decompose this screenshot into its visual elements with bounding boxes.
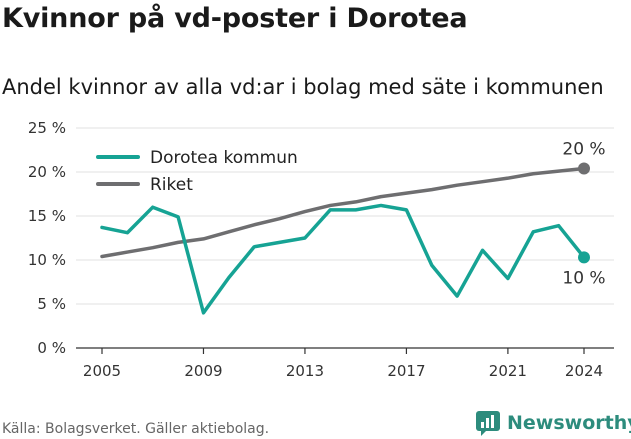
end-label-riket: 20 %: [562, 139, 605, 159]
y-tick-label: 10 %: [28, 251, 66, 269]
chart-subtitle: Andel kvinnor av alla vd:ar i bolag med …: [2, 75, 604, 99]
x-axis: 2005 2009 2013 2017 2021 2024: [83, 348, 603, 380]
y-axis: 0 % 5 % 10 % 15 % 20 % 25 %: [28, 119, 66, 357]
x-tick-label: 2017: [387, 362, 425, 380]
source-note: Källa: Bolagsverket. Gäller aktiebolag.: [2, 421, 270, 437]
series-line-riket: [100, 166, 586, 259]
legend-label-dorotea: Dorotea kommun: [150, 148, 298, 168]
x-tick-label: 2009: [184, 362, 222, 380]
y-tick-label: 25 %: [28, 119, 66, 137]
newsworthy-logo-icon: [476, 411, 500, 436]
series-line-dorotea: [100, 203, 586, 315]
y-tick-label: 20 %: [28, 163, 66, 181]
series: [100, 162, 590, 315]
x-tick-label: 2024: [565, 362, 603, 380]
series-endpoint-dorotea: [578, 251, 590, 264]
end-label-dorotea: 10 %: [562, 268, 605, 288]
x-tick-label: 2021: [489, 362, 527, 380]
legend: Dorotea kommun Riket: [96, 148, 298, 195]
brand-name: Newsworthy: [507, 412, 631, 434]
y-tick-label: 0 %: [37, 339, 66, 357]
y-tick-label: 15 %: [28, 207, 66, 225]
x-tick-label: 2013: [286, 362, 324, 380]
legend-label-riket: Riket: [150, 175, 193, 195]
end-labels: 10 % 20 %: [562, 139, 605, 288]
y-tick-label: 5 %: [37, 295, 66, 313]
x-tick-label: 2005: [83, 362, 121, 380]
line-chart: 0 %5 %10 %15 %20 %25 % 2005 2009 2013 2017 2…: [28, 119, 614, 380]
gridlines: [76, 127, 614, 349]
chart-title: Kvinnor på vd-poster i Dorotea: [2, 3, 468, 34]
brand-logo: Newsworthy: [475, 409, 631, 437]
series-endpoint-riket: [578, 162, 590, 175]
